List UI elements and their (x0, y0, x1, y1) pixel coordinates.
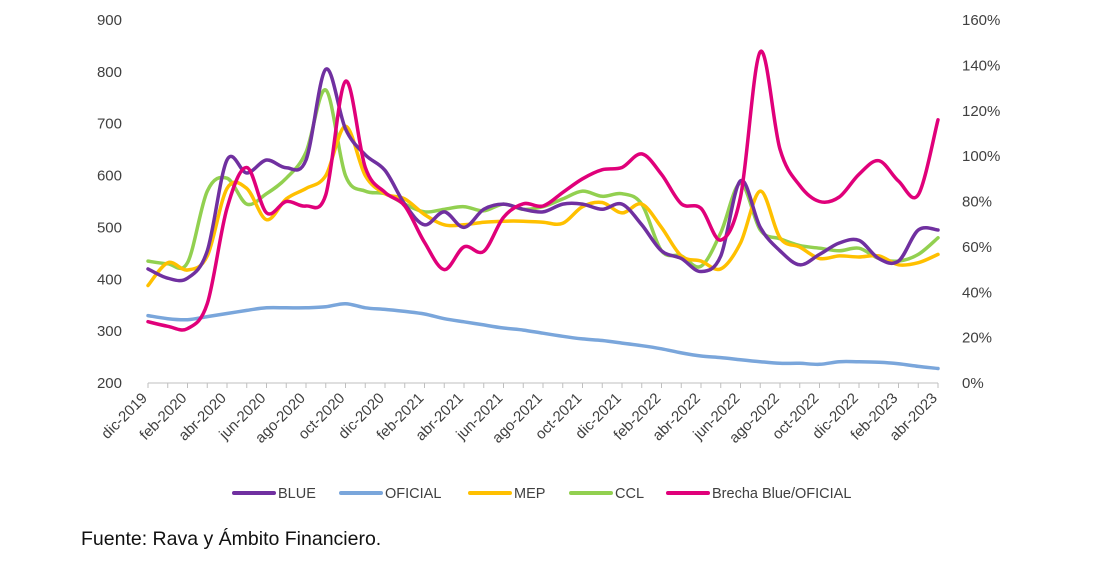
series-line-oficial (146, 301, 940, 371)
y-right-tick-label: 20% (962, 330, 992, 347)
y-axis-right: 0% 20% 40% 60% 80% 100% 120% 140% 160% (962, 12, 1000, 392)
x-axis: dic-2019feb-2020abr-2020jun-2020ago-2020… (98, 382, 941, 447)
y-left-tick-label: 200 (97, 375, 122, 392)
y-right-tick-label: 140% (962, 57, 1000, 74)
y-left-tick-label: 800 (97, 64, 122, 81)
y-left-tick-label: 700 (97, 116, 122, 133)
y-left-tick-label: 900 (97, 12, 122, 29)
series-line-blue (146, 67, 940, 283)
series-line-brecha-blue-oficial (146, 50, 940, 332)
source-note: Fuente: Rava y Ámbito Financiero. (81, 528, 382, 550)
legend-label-blue: BLUE (278, 486, 316, 502)
legend-label-ccl: CCL (615, 486, 644, 502)
legend-label-mep: MEP (514, 486, 545, 502)
y-right-tick-label: 100% (962, 148, 1000, 165)
y-right-tick-label: 0% (962, 375, 984, 392)
y-right-tick-label: 60% (962, 239, 992, 256)
legend-label-brecha-blue-oficial: Brecha Blue/OFICIAL (712, 486, 851, 502)
y-right-tick-label: 160% (962, 12, 1000, 29)
y-left-tick-label: 300 (97, 323, 122, 340)
series-line-ccl (146, 88, 940, 271)
legend-label-oficial: OFICIAL (385, 486, 441, 502)
chart: 200 300 400 500 600 700 800 900 0% 20% 40% 60% 80% 1… (97, 12, 1000, 502)
plot-lines (146, 50, 940, 371)
y-axis-left: 200 300 400 500 600 700 800 900 (97, 12, 122, 392)
y-right-tick-label: 40% (962, 284, 992, 301)
y-right-tick-label: 120% (962, 103, 1000, 120)
y-right-tick-label: 80% (962, 194, 992, 211)
y-left-tick-label: 400 (97, 271, 122, 288)
y-left-tick-label: 500 (97, 219, 122, 236)
legend: BLUE OFICIAL MEP CCL Brecha Blue/OFICIAL (232, 486, 851, 502)
y-left-tick-label: 600 (97, 168, 122, 185)
